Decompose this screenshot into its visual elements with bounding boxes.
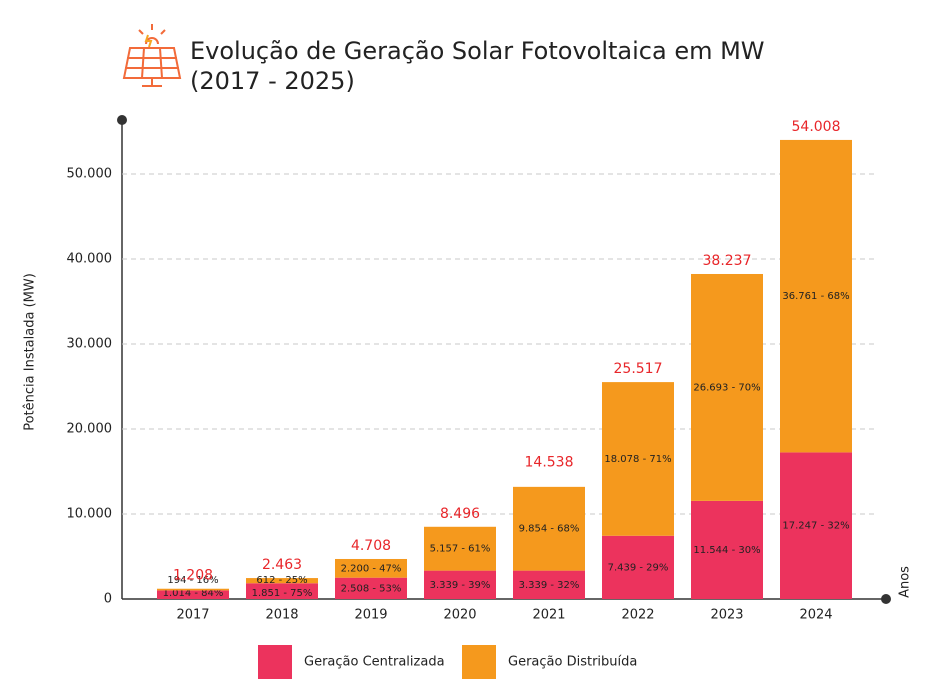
y-tick-label: 30.000 <box>67 337 113 352</box>
bar-segment <box>335 558 407 578</box>
y-tick-label: 20.000 <box>67 422 113 437</box>
x-axis-label: Anos <box>898 566 913 598</box>
y-tick-label: 50.000 <box>67 167 113 182</box>
bar-segment <box>602 382 674 536</box>
bar-segment <box>513 486 585 571</box>
y-tick-label: 40.000 <box>67 252 113 267</box>
total-label: 14.538 <box>525 454 574 470</box>
bar-segment <box>691 273 763 501</box>
value-label: 7.439 - 29% <box>608 562 669 573</box>
total-label: 4.708 <box>351 538 391 554</box>
y-axis-label: Potência Instalada (MW) <box>23 273 38 431</box>
value-label: 2.200 - 47% <box>341 563 402 574</box>
total-label: 54.008 <box>792 119 841 135</box>
value-label: 26.693 - 70% <box>693 382 760 393</box>
total-label: 1.208 <box>173 568 213 584</box>
value-label: 1.014 - 84% <box>163 588 224 599</box>
bar-segment <box>780 452 852 599</box>
legend-label: Geração Distribuída <box>508 655 637 670</box>
y-tick-label: 0 <box>104 592 112 607</box>
x-tick-label: 2020 <box>443 608 476 623</box>
x-tick-label: 2017 <box>176 608 209 623</box>
bar-segment <box>513 570 585 599</box>
x-tick-label: 2023 <box>710 608 743 623</box>
total-label: 25.517 <box>614 361 663 377</box>
bar-segment <box>424 570 496 599</box>
total-label: 38.237 <box>703 253 752 269</box>
bar-segment <box>157 590 229 599</box>
bar-segment <box>335 577 407 599</box>
value-label: 36.761 - 68% <box>782 291 849 302</box>
value-label: 17.247 - 32% <box>782 521 849 532</box>
total-label: 2.463 <box>262 557 302 573</box>
solar-icon <box>122 24 182 87</box>
value-label: 3.339 - 39% <box>430 580 491 591</box>
x-tick-label: 2019 <box>354 608 387 623</box>
legend-swatch <box>258 645 292 679</box>
legend-label: Geração Centralizada <box>304 655 445 670</box>
chart-title: Evolução de Geração Solar Fotovoltaica e… <box>190 37 765 65</box>
bar-segment <box>157 588 229 591</box>
x-tick-label: 2024 <box>799 608 832 623</box>
legend-swatch <box>462 645 496 679</box>
x-tick-label: 2018 <box>265 608 298 623</box>
value-label: 1.851 - 75% <box>252 588 313 599</box>
value-label: 11.544 - 30% <box>693 545 760 556</box>
x-tick-label: 2021 <box>532 608 565 623</box>
value-label: 18.078 - 71% <box>604 454 671 465</box>
total-label: 8.496 <box>440 506 480 522</box>
value-label: 2.508 - 53% <box>341 583 402 594</box>
bar-segment <box>691 500 763 599</box>
value-label: 194 - 16% <box>167 575 218 586</box>
value-label: 612 - 25% <box>256 575 307 586</box>
bar-segment <box>424 526 496 571</box>
bar-segment <box>602 535 674 599</box>
y-tick-label: 10.000 <box>67 507 113 522</box>
bar-segment <box>780 139 852 453</box>
x-tick-label: 2022 <box>621 608 654 623</box>
bar-segment <box>246 578 318 584</box>
bar-segment <box>246 583 318 599</box>
chart-subtitle: (2017 - 2025) <box>190 67 355 95</box>
value-label: 5.157 - 61% <box>430 544 491 555</box>
value-label: 3.339 - 32% <box>519 580 580 591</box>
axis-end <box>117 115 127 125</box>
value-label: 9.854 - 68% <box>519 524 580 535</box>
